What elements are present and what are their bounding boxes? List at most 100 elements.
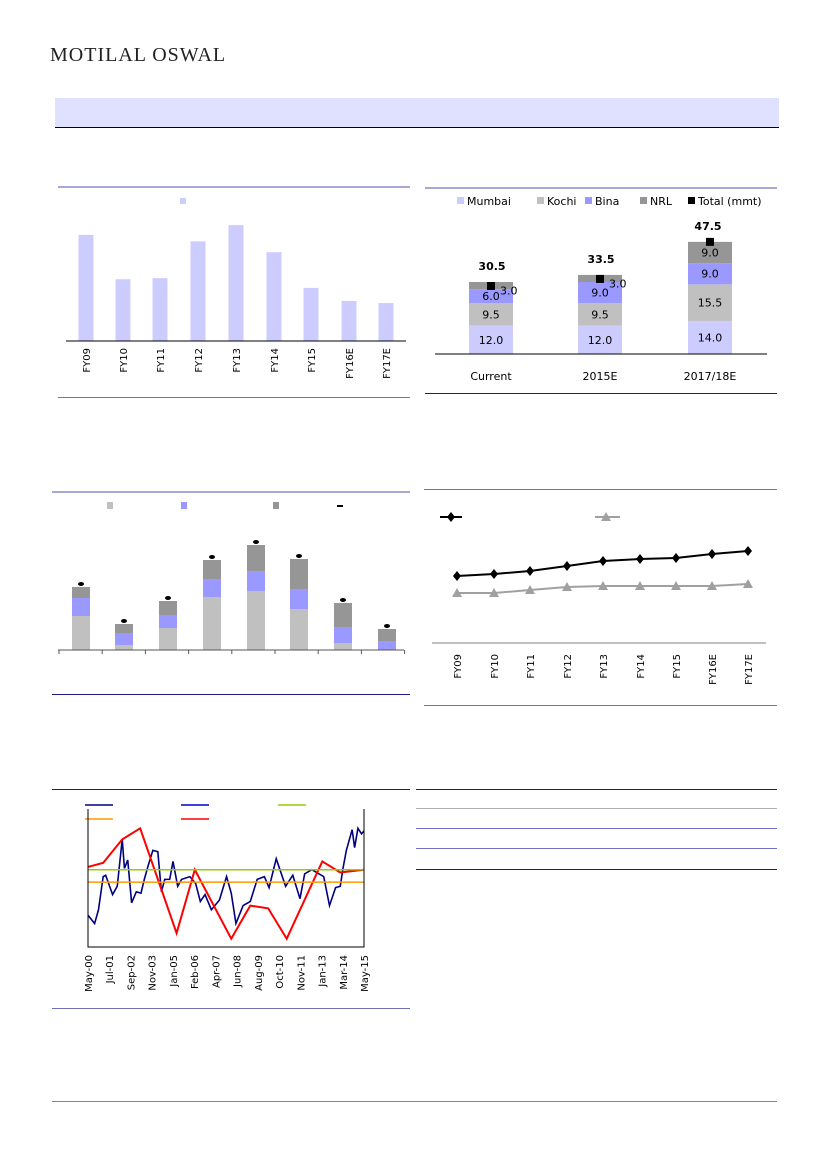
x-tick-label: FY14 (636, 654, 647, 679)
panel-rule (425, 393, 777, 394)
panel-rule (52, 694, 410, 695)
panel-rule (52, 1008, 410, 1009)
total-marker (487, 282, 495, 290)
bar-segment (378, 641, 396, 650)
x-tick-label: FY12 (563, 654, 574, 679)
x-tick-label: Mar-14 (339, 955, 350, 990)
x-tick-label: Oct-10 (275, 955, 286, 989)
bar-segment (378, 629, 396, 641)
table-rule (416, 828, 777, 829)
total-marker (596, 274, 604, 283)
legend-marker (688, 197, 695, 204)
bar-segment (247, 591, 265, 650)
series-line (87, 826, 365, 927)
table-rule (416, 808, 777, 809)
plot-axes (87, 809, 365, 948)
bar-segment (688, 320, 732, 354)
panel-rule (425, 187, 777, 189)
x-tick-label: FY15 (672, 654, 683, 679)
data-point (452, 588, 462, 597)
data-point (744, 546, 752, 556)
section-title-band (55, 98, 779, 128)
bar (228, 225, 244, 341)
data-label: 14.0 (698, 331, 723, 344)
company-logo: MOTILAL OSWAL (50, 44, 227, 66)
total-marker (78, 582, 84, 586)
bar-segment (159, 615, 177, 628)
bar (152, 278, 168, 341)
bar-segment (72, 616, 90, 650)
bar-segment (578, 325, 622, 354)
total-marker (296, 554, 302, 558)
legend-label: Bina (595, 195, 619, 208)
panel-rule (58, 397, 410, 398)
x-tick-label: FY16E (345, 348, 356, 379)
table-rule (416, 869, 777, 870)
table-rule (416, 848, 777, 849)
x-tick-label: FY10 (490, 654, 501, 679)
total-marker (121, 619, 127, 623)
legend-label: Kochi (547, 195, 576, 208)
x-tick-label: FY10 (119, 348, 130, 373)
total-label: 33.5 (587, 253, 614, 266)
panel-rule (424, 489, 777, 490)
x-tick-label: FY11 (526, 654, 537, 679)
data-point (562, 582, 572, 591)
panel-rule (424, 705, 777, 706)
bar (266, 252, 282, 341)
data-label: 12.0 (588, 334, 613, 347)
legend-marker (337, 505, 343, 507)
bar-segment (247, 571, 265, 591)
x-tick-label: FY16E (708, 654, 719, 685)
series-line (87, 826, 365, 941)
data-point (489, 588, 499, 597)
legend-label: Total (mmt) (697, 195, 762, 208)
bar (341, 300, 357, 341)
legend-swatch (640, 197, 647, 204)
x-tick-label: FY09 (453, 654, 464, 679)
legend-swatch (180, 198, 186, 204)
total-label: 47.5 (694, 220, 721, 233)
x-tick-label: Feb-06 (190, 955, 201, 989)
legend-marker (447, 512, 455, 522)
x-tick-label: Nov-11 (296, 955, 307, 991)
total-marker (384, 624, 390, 628)
data-point (707, 581, 717, 590)
bar-segment (115, 633, 133, 645)
bar (190, 241, 206, 341)
data-point (526, 566, 534, 576)
x-tick-label: 2015E (583, 370, 618, 383)
bar (78, 234, 94, 341)
x-tick-label: May-15 (360, 955, 371, 992)
legend-swatch (273, 502, 279, 509)
bar-segment (290, 559, 308, 589)
total-marker (209, 555, 215, 559)
x-tick-label: FY15 (307, 348, 318, 373)
bar (115, 279, 131, 341)
bar-segment (115, 645, 133, 650)
bar (303, 287, 319, 341)
data-point (453, 571, 461, 581)
bar-segment (72, 598, 90, 616)
data-point (598, 581, 608, 590)
data-label: 15.5 (698, 297, 723, 310)
legend-swatch (107, 502, 113, 509)
bar-segment (578, 303, 622, 326)
x-tick-label: FY13 (232, 348, 243, 373)
x-tick-label: Jan-05 (169, 955, 180, 988)
data-point (599, 556, 607, 566)
data-point (708, 549, 716, 559)
data-point (525, 585, 535, 594)
data-label: 3.0 (609, 277, 627, 290)
legend-label: Mumbai (467, 195, 511, 208)
data-label: 9.0 (701, 268, 719, 281)
data-label: 6.0 (482, 290, 500, 303)
legend-swatch (181, 502, 187, 509)
bar-segment (203, 597, 221, 650)
panel-rule (52, 789, 410, 790)
bar-segment (203, 560, 221, 579)
x-tick-label: FY11 (156, 348, 167, 373)
x-tick-label: Sep-02 (126, 955, 137, 990)
data-label: 3.0 (500, 285, 518, 298)
x-tick-label: Jun-08 (233, 955, 244, 988)
